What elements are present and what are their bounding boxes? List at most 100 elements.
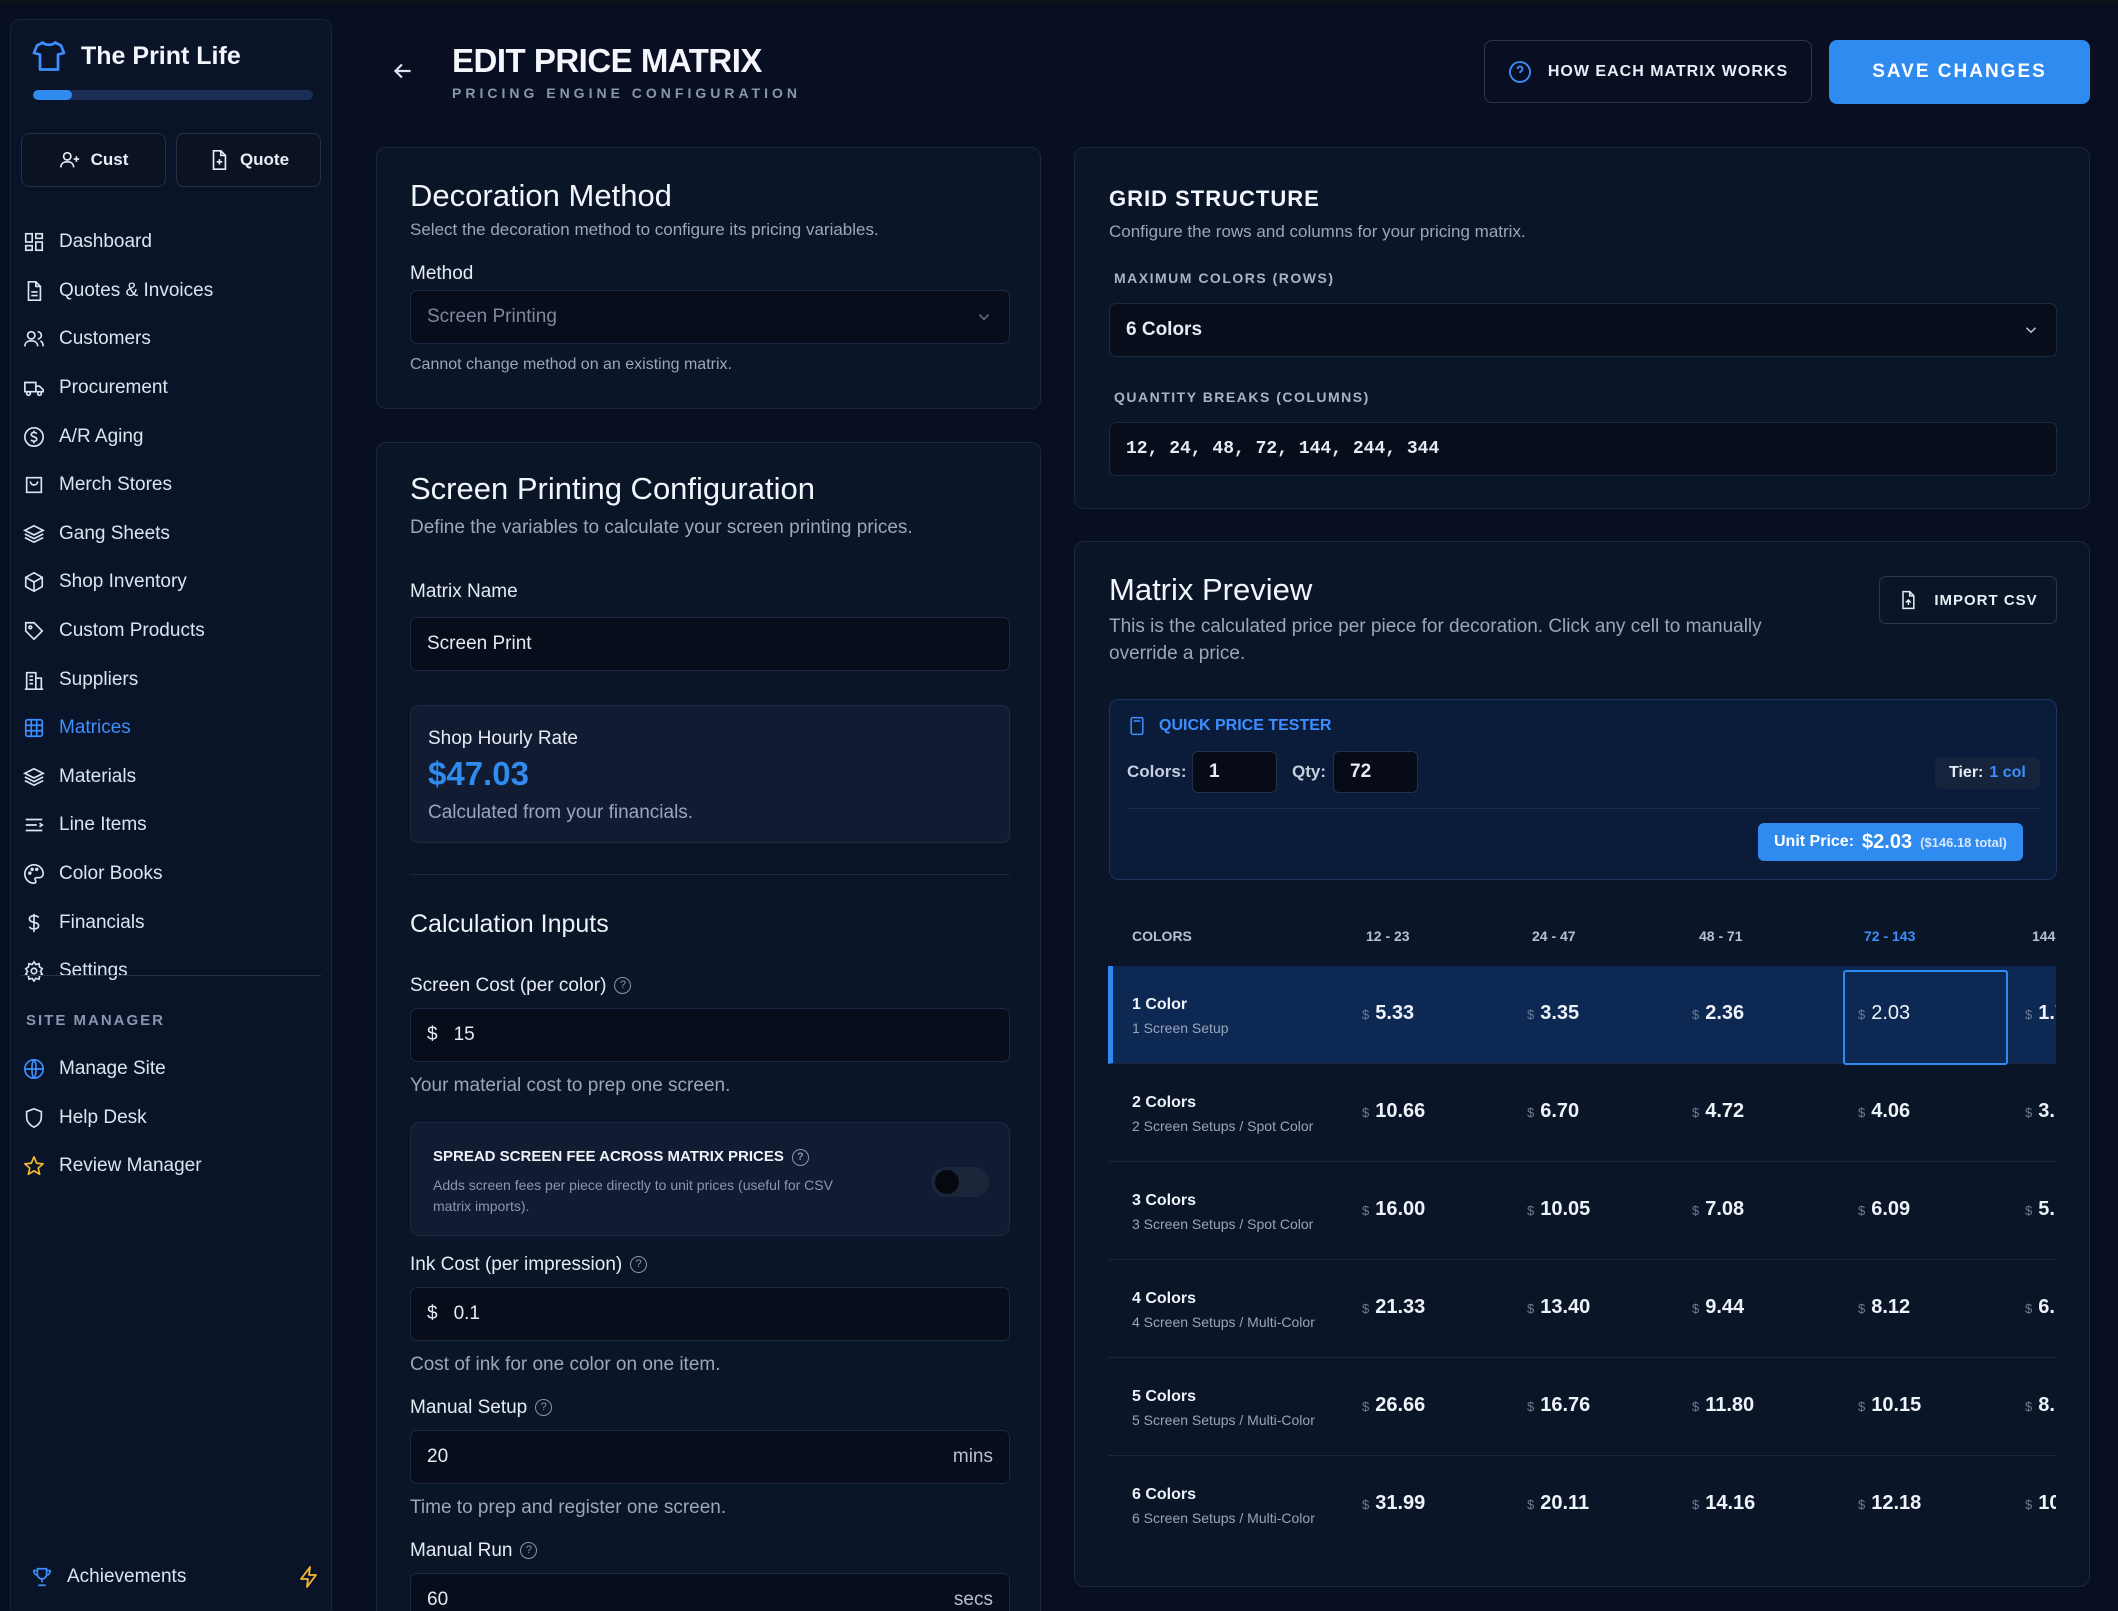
matrix-preview-card: Matrix Preview This is the calculated pr…: [1074, 541, 2090, 1587]
help-icon[interactable]: ?: [520, 1542, 538, 1560]
nav-item-ar-aging[interactable]: A/R Aging: [11, 412, 333, 461]
currency-sign: $: [2025, 1105, 2033, 1120]
price-value: 5.: [2038, 1198, 2055, 1220]
section-divider: [410, 874, 1010, 875]
price-cell[interactable]: $6.: [2025, 1296, 2055, 1319]
currency-sign: $: [2025, 1203, 2033, 1218]
currency-prefix: $: [427, 1303, 438, 1324]
nav-item-review-manager[interactable]: Review Manager: [11, 1142, 333, 1191]
nav-item-suppliers[interactable]: Suppliers: [11, 655, 333, 704]
nav-item-financials[interactable]: Financials: [11, 898, 333, 947]
matrix-row: 1 Color 1 Screen Setup $5.33 $3.35 $2.36…: [1108, 966, 2056, 1065]
achievements-link[interactable]: Achievements: [31, 1565, 321, 1589]
price-cell[interactable]: $26.66: [1362, 1394, 1425, 1417]
nav-item-line-items[interactable]: Line Items: [11, 801, 333, 850]
matrix-name-input[interactable]: Screen Print: [410, 617, 1010, 671]
method-select[interactable]: Screen Printing: [410, 290, 1010, 344]
tester-qty-input[interactable]: 72: [1333, 751, 1418, 793]
price-cell[interactable]: $11.80: [1692, 1394, 1754, 1417]
price-cell[interactable]: $10.15: [1858, 1394, 1921, 1417]
price-cell[interactable]: $6.70: [1527, 1100, 1579, 1123]
price-cell[interactable]: $5.: [2025, 1198, 2055, 1221]
nav-item-customers[interactable]: Customers: [11, 315, 333, 364]
help-icon[interactable]: ?: [614, 977, 632, 995]
quantity-breaks-input[interactable]: 12, 24, 48, 72, 144, 244, 344: [1109, 422, 2057, 476]
screen-cost-input[interactable]: $ 15: [410, 1008, 1010, 1062]
save-changes-button[interactable]: SAVE CHANGES: [1829, 40, 2090, 104]
nav-item-gang-sheets[interactable]: Gang Sheets: [11, 510, 333, 559]
decoration-desc: Select the decoration method to configur…: [410, 220, 879, 239]
price-cell[interactable]: $10.05: [1527, 1198, 1590, 1221]
matrix-row: 3 Colors 3 Screen Setups / Spot Color $1…: [1108, 1162, 2056, 1260]
add-customer-button[interactable]: Cust: [21, 133, 166, 187]
price-cell[interactable]: $3.35: [1527, 1002, 1579, 1025]
document-icon: [27, 280, 42, 301]
max-colors-select[interactable]: 6 Colors: [1109, 303, 2057, 357]
nav-item-matrices[interactable]: Matrices: [11, 704, 333, 753]
price-cell[interactable]: $16.76: [1527, 1394, 1590, 1417]
tester-colors-input[interactable]: 1: [1192, 751, 1277, 793]
currency-sign: $: [1527, 1105, 1535, 1120]
nav-item-help-desk[interactable]: Help Desk: [11, 1094, 333, 1143]
price-cell[interactable]: $12.18: [1858, 1492, 1921, 1515]
grid-title: GRID STRUCTURE: [1109, 186, 1320, 211]
price-cell[interactable]: $7.08: [1692, 1198, 1744, 1221]
price-cell-selected[interactable]: $2.03: [1858, 1002, 1910, 1025]
grid-desc: Configure the rows and columns for your …: [1109, 222, 1526, 241]
price-cell[interactable]: $8.12: [1858, 1296, 1910, 1319]
price-cell[interactable]: $8.: [2025, 1394, 2055, 1417]
price-cell[interactable]: $9.44: [1692, 1296, 1744, 1319]
nav-item-color-books[interactable]: Color Books: [11, 850, 333, 899]
spread-fee-toggle[interactable]: [931, 1167, 989, 1197]
price-cell[interactable]: $5.33: [1362, 1002, 1414, 1025]
price-cell[interactable]: $6.09: [1858, 1198, 1910, 1221]
new-quote-button[interactable]: Quote: [176, 133, 321, 187]
how-matrix-works-button[interactable]: HOW EACH MATRIX WORKS: [1484, 40, 1812, 103]
column-header-active: 72 - 143: [1864, 928, 1916, 944]
nav-item-custom-products[interactable]: Custom Products: [11, 607, 333, 656]
price-cell[interactable]: $13.40: [1527, 1296, 1590, 1319]
manual-setup-input[interactable]: 20 mins: [410, 1430, 1010, 1484]
price-value: 11.80: [1705, 1394, 1755, 1416]
brand[interactable]: The Print Life: [31, 38, 241, 74]
manual-run-value: 60: [427, 1589, 449, 1610]
nav-item-procurement[interactable]: Procurement: [11, 364, 333, 413]
row-sub: 2 Screen Setups / Spot Color: [1132, 1118, 1314, 1134]
price-value: 6.: [2038, 1296, 2055, 1318]
price-cell[interactable]: $10.66: [1362, 1100, 1425, 1123]
add-customer-label: Cust: [90, 150, 129, 169]
import-csv-button[interactable]: IMPORT CSV: [1879, 576, 2057, 624]
price-cell[interactable]: $4.72: [1692, 1100, 1744, 1123]
nav-item-dashboard[interactable]: Dashboard: [11, 218, 333, 267]
preview-desc: This is the calculated price per piece f…: [1109, 613, 1762, 667]
row-name: 1 Color: [1132, 996, 1188, 1013]
price-cell[interactable]: $20.11: [1527, 1492, 1589, 1515]
price-cell[interactable]: $2.36: [1692, 1002, 1744, 1025]
nav-item-manage-site[interactable]: Manage Site: [11, 1045, 333, 1094]
ink-cost-input[interactable]: $ 0.1: [410, 1287, 1010, 1341]
price-cell[interactable]: $21.33: [1362, 1296, 1425, 1319]
nav-item-settings[interactable]: Settings: [11, 947, 333, 996]
price-value: 8.: [2038, 1394, 2055, 1416]
row-sub: 5 Screen Setups / Multi-Color: [1132, 1412, 1315, 1428]
price-cell[interactable]: $31.99: [1362, 1492, 1425, 1515]
method-note: Cannot change method on an existing matr…: [410, 356, 732, 373]
price-cell[interactable]: $3.: [2025, 1100, 2055, 1123]
nav-item-merch-stores[interactable]: Merch Stores: [11, 461, 333, 510]
price-value: 26.66: [1375, 1394, 1426, 1416]
tester-qty-label: Qty:: [1292, 762, 1326, 781]
ink-cost-label: Ink Cost (per impression): [410, 1254, 623, 1275]
back-arrow-icon[interactable]: [390, 58, 416, 84]
nav-item-materials[interactable]: Materials: [11, 753, 333, 802]
help-icon[interactable]: ?: [630, 1256, 648, 1274]
price-cell[interactable]: $16.00: [1362, 1198, 1425, 1221]
manual-run-input[interactable]: 60 secs: [410, 1573, 1010, 1611]
price-cell[interactable]: $1.7: [2025, 1002, 2056, 1025]
help-icon[interactable]: ?: [535, 1399, 553, 1417]
price-cell[interactable]: $10: [2025, 1492, 2056, 1515]
price-cell[interactable]: $4.06: [1858, 1100, 1910, 1123]
nav-item-shop-inventory[interactable]: Shop Inventory: [11, 558, 333, 607]
nav-item-quotes-invoices[interactable]: Quotes & Invoices: [11, 267, 333, 316]
price-cell[interactable]: $14.16: [1692, 1492, 1755, 1515]
help-icon[interactable]: ?: [791, 1148, 809, 1166]
